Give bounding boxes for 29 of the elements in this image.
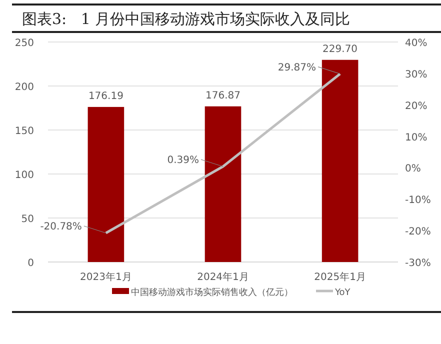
y-tick-label: 100 <box>14 170 34 181</box>
y2-tick-label: 30% <box>405 69 428 80</box>
y2-tick-label: 40% <box>405 38 428 49</box>
x-tick-label: 2024年1月 <box>197 271 249 283</box>
bar <box>204 106 242 262</box>
y-tick-label: 0 <box>28 258 34 269</box>
y2-tick-label: 0% <box>405 164 421 175</box>
data-label: 229.70 <box>322 44 358 55</box>
y2-tick-label: -20% <box>405 226 431 238</box>
legend-label: 中国移动游戏市场实际销售收入（亿元） <box>131 287 293 298</box>
chart-title: 图表3: 1 月份中国移动游戏市场实际收入及同比 <box>22 10 350 28</box>
legend-label: YoY <box>334 288 351 298</box>
y-tick-label: 150 <box>14 126 34 137</box>
y-tick-label: 50 <box>21 214 34 225</box>
x-tick-label: 2025年1月 <box>314 271 366 283</box>
data-label: 176.87 <box>206 90 240 102</box>
bar <box>322 60 358 262</box>
x-tick-label: 2023年1月 <box>80 271 132 283</box>
data-label: 29.87% <box>278 62 316 74</box>
y2-tick-label: -10% <box>405 195 431 206</box>
data-label: 176.19 <box>88 90 124 102</box>
data-label: 0.39% <box>167 154 199 166</box>
y-tick-label: 200 <box>14 82 34 93</box>
y-tick-label: 250 <box>14 38 34 49</box>
y2-tick-label: 20% <box>405 100 428 112</box>
bar <box>88 106 124 262</box>
y2-tick-label: 10% <box>405 132 428 144</box>
y2-tick-label: -30% <box>405 258 431 269</box>
data-label: -20.78% <box>40 222 82 233</box>
